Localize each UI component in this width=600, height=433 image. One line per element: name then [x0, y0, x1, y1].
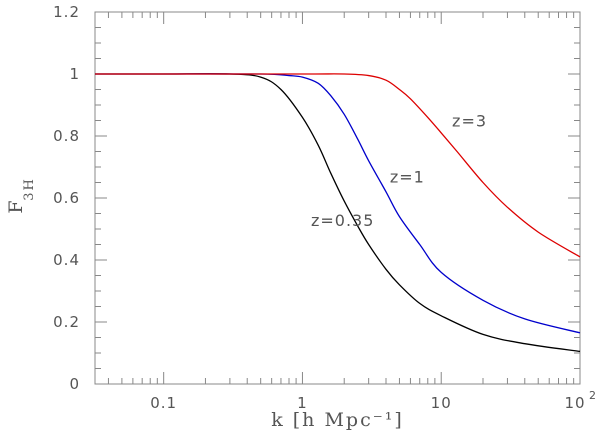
- y-tick-label: 1: [69, 65, 80, 83]
- tick-marks: [95, 11, 581, 385]
- x-tick-label: 10: [564, 394, 585, 412]
- y-tick-label: 0.6: [53, 189, 80, 207]
- y-tick-label: 1.2: [53, 3, 80, 21]
- y-axis-title: F 3H: [5, 177, 37, 213]
- y-tick-label: 0.4: [53, 251, 80, 269]
- x-axis-title: k [h Mpc⁻¹]: [271, 409, 404, 431]
- x-tick-labels: 0.1 1 10 10 2: [150, 389, 597, 412]
- plot-frame: [94, 11, 581, 385]
- x-tick-label: 10: [431, 394, 452, 412]
- data-series: [95, 73, 581, 353]
- x-tick-label: 0.1: [150, 394, 177, 412]
- y-tick-labels: 0 0.2 0.4 0.6 0.8 1 1.2: [53, 3, 80, 393]
- series-line-1: [95, 73, 581, 353]
- y-tick-label: 0.2: [53, 313, 80, 331]
- series-annotation: z=1: [390, 168, 425, 187]
- series-annotations: z=3 z=1 z=0.35: [311, 112, 487, 230]
- series-line-2: [95, 73, 581, 334]
- y-tick-label: 0.8: [53, 127, 80, 145]
- series-annotation: z=0.35: [311, 211, 374, 230]
- series-line-3: [95, 73, 581, 258]
- y-axis-title-main: F: [5, 198, 27, 213]
- x-tick-label: 1: [297, 394, 308, 412]
- y-axis-title-subscript: 3H: [22, 177, 37, 201]
- y-tick-label: 0: [69, 375, 80, 393]
- x-tick-label-superscript: 2: [589, 389, 597, 402]
- series-annotation: z=3: [452, 112, 487, 131]
